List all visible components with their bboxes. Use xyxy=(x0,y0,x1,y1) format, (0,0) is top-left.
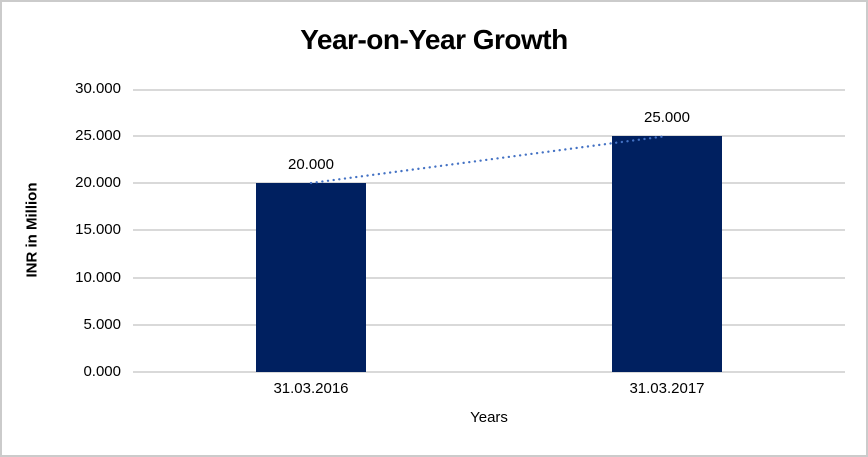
gridline xyxy=(133,89,845,91)
y-axis-tick-labels: 0.000 5.000 10.000 15.000 20.000 25.000 30.000 xyxy=(2,80,121,380)
data-label: 20.000 xyxy=(288,156,334,173)
x-axis-line xyxy=(133,371,845,373)
x-tick-label: 31.03.2016 xyxy=(273,380,349,397)
x-tick-label: 31.03.2017 xyxy=(629,380,705,397)
y-tick-label: 30.000 xyxy=(75,80,121,97)
chart-title: Year-on-Year Growth xyxy=(300,24,568,55)
bar-31.03.2016 xyxy=(256,183,366,372)
plot-area: 20.000 25.000 xyxy=(133,89,845,373)
y-tick-label: 5.000 xyxy=(83,316,121,333)
y-tick-label: 15.000 xyxy=(75,221,121,238)
y-tick-label: 25.000 xyxy=(75,127,121,144)
y-tick-label: 0.000 xyxy=(83,363,121,380)
gridline xyxy=(133,135,845,137)
data-label: 25.000 xyxy=(644,109,690,126)
x-axis-title: Years xyxy=(470,409,508,426)
gridline xyxy=(133,182,845,184)
gridline xyxy=(133,277,845,279)
bar-31.03.2017 xyxy=(612,136,722,372)
trendline xyxy=(309,134,669,185)
gridline xyxy=(133,229,845,231)
y-tick-label: 10.000 xyxy=(75,269,121,286)
gridline xyxy=(133,324,845,326)
y-tick-label: 20.000 xyxy=(75,174,121,191)
